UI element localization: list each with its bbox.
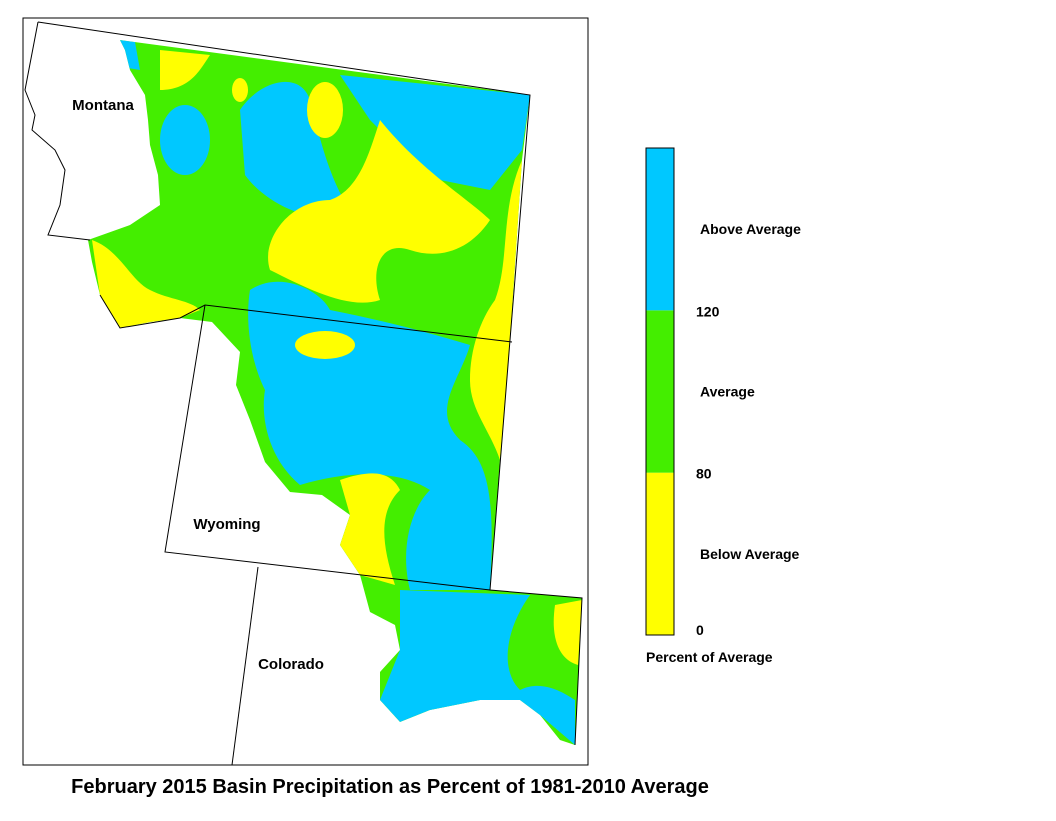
legend-label: Below Average [700, 546, 800, 562]
legend-title: Percent of Average [646, 649, 773, 665]
legend-border [645, 147, 675, 636]
legend-swatch [646, 148, 674, 311]
map-title: February 2015 Basin Precipitation as Per… [71, 776, 709, 798]
legend: Below Average Average Above Average 0 80 120 P… [645, 147, 801, 665]
state-label: Colorado [258, 656, 324, 673]
legend-tick-label: 120 [696, 303, 720, 319]
legend-swatch [646, 310, 674, 473]
legend-tick-label: 80 [696, 466, 712, 482]
state-label: Montana [72, 97, 134, 114]
legend-swatch [646, 472, 674, 635]
legend-label: Above Average [700, 221, 801, 237]
legend-label: Average [700, 384, 755, 400]
state-boundaries [24, 21, 583, 766]
state-label: Wyoming [193, 516, 260, 533]
legend-tick-label: 0 [696, 622, 704, 638]
